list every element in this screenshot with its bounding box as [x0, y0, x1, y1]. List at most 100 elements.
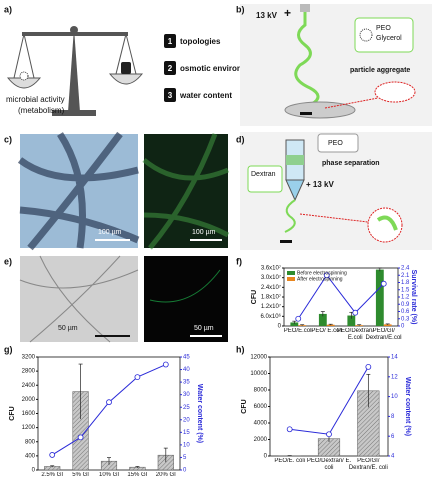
item: osmotic environment	[180, 64, 261, 73]
sign: +	[284, 6, 291, 20]
legend-label: Before electrospinning	[297, 270, 347, 276]
y-tick-label: 0	[264, 454, 268, 460]
panel-label: f)	[236, 256, 242, 266]
bar	[290, 322, 299, 326]
x-tick-label: 5% GI	[72, 472, 89, 478]
y-tick-label: 3.6x10⁷	[261, 265, 281, 272]
note: phase separation	[322, 160, 380, 167]
y2-axis-title: Water content (%)	[404, 377, 411, 436]
y2-axis-title: Water content (%)	[196, 384, 203, 443]
x-tick-label: PEO/GI/ Dextran/E. coli	[348, 458, 388, 471]
y-tick-label: 6.0x10⁶	[261, 313, 282, 320]
y2-tick-label: 0.3	[401, 316, 410, 322]
y2-tick-label: 12	[391, 374, 398, 380]
point	[134, 374, 141, 380]
panel-d: d) PEO phase separation Dextran + 13 kV	[236, 132, 432, 250]
x-tick-label: PEO/Dextran/ E.coli	[337, 328, 374, 341]
x-tick-label: 15% GI	[127, 472, 148, 478]
y2-tick-label: 15	[183, 430, 190, 436]
y2-tick-label: 0	[401, 324, 405, 330]
x-tick-label-box: PEO/GI/ Dextran/E. coli	[348, 458, 388, 471]
y2-tick-label: 14	[391, 355, 398, 361]
y-tick-label: 8000	[254, 388, 268, 394]
point	[352, 309, 359, 316]
x-tick-label-box: 2.5% GI	[41, 472, 63, 478]
y2-axis-title: Survival rate (%)	[410, 270, 417, 325]
y-tick-label: 1600	[22, 411, 36, 417]
y-axis-title: CFU	[241, 399, 248, 413]
point	[77, 434, 84, 441]
y2-tick-label: 30	[183, 392, 190, 398]
y-tick-label: 1.8x10⁷	[261, 294, 281, 301]
scale-bar-label: 50 µm	[58, 325, 78, 332]
y2-tick-label: 2.1	[401, 273, 410, 279]
panel-label: g)	[4, 344, 13, 354]
panel-label: h)	[236, 344, 245, 354]
y2-tick-label: 35	[183, 380, 190, 386]
item: water content	[179, 91, 232, 100]
point	[295, 315, 302, 322]
legend-swatch	[287, 271, 295, 275]
voltage: 13 kV	[256, 11, 278, 20]
panel-label: e)	[4, 256, 12, 266]
y-tick-label: 4000	[254, 421, 268, 427]
item-number: 1	[168, 37, 173, 46]
y2-tick-label: 45	[183, 355, 190, 361]
bar	[375, 269, 384, 326]
y2-tick-label: 0.6	[401, 309, 410, 315]
label: Dextran	[251, 171, 276, 178]
panel-label: a)	[4, 4, 12, 14]
scale-bar-label: 100 µm	[98, 229, 122, 236]
voltage: + 13 kV	[306, 180, 334, 189]
point	[380, 280, 387, 287]
x-tick-label-box: PEO/ E.coli	[311, 328, 343, 334]
y-tick-label: 2.4x10⁷	[261, 284, 281, 291]
bar	[326, 324, 335, 326]
scale-bar-label: 100 µm	[192, 229, 216, 236]
x-tick-label: 10% GI	[98, 472, 119, 478]
item: topologies	[180, 37, 221, 46]
x-tick-label-box: PEO/E. coli	[274, 458, 305, 464]
y-axis-title: CFU	[251, 290, 258, 304]
panel-label: d)	[236, 134, 245, 144]
y2-tick-label: 10	[183, 442, 190, 448]
y2-tick-label: 25	[183, 405, 190, 411]
x-tick-label: PEO/ E.coli	[311, 328, 343, 334]
label: PEO	[328, 140, 343, 147]
x-tick-label-box: PEO/E.coli	[284, 328, 313, 334]
point	[286, 426, 293, 433]
legend-label: After electrospinning	[297, 276, 343, 282]
note: particle aggregate	[350, 67, 410, 74]
x-tick-label-box: PEO/GI/ Dextran/E.coli	[366, 328, 403, 341]
y2-tick-label: 2.4	[401, 266, 410, 272]
box-text: Glycerol	[376, 35, 402, 42]
panel-label: b)	[236, 4, 245, 14]
x-tick-label-box: PEO/Dextran/ E. coli	[306, 458, 352, 471]
caption: microbial activity	[6, 95, 65, 104]
y-tick-label: 0	[32, 468, 36, 474]
y-tick-label: 3200	[22, 355, 36, 361]
y2-tick-label: 1.8	[401, 280, 410, 286]
y2-tick-label: 40	[183, 367, 190, 373]
y-tick-label: 400	[25, 453, 36, 459]
bar	[383, 324, 392, 326]
line	[289, 366, 369, 435]
x-tick-label: 20% GI	[155, 472, 176, 478]
y2-tick-label: 5	[183, 455, 187, 461]
y-tick-label: 2400	[22, 383, 36, 389]
x-tick-label-box: 10% GI	[98, 472, 119, 478]
y-axis-title: CFU	[9, 406, 16, 420]
x-tick-label-box: 20% GI	[155, 472, 176, 478]
plot-frame	[37, 356, 181, 471]
panel-b: b) 13 kV + PEO Glycerol particle aggrega…	[236, 4, 432, 126]
y-tick-label: 2000	[22, 397, 36, 403]
y2-tick-label: 10	[391, 394, 398, 400]
x-tick-label: PEO/Dextran/ E. coli	[306, 458, 352, 471]
y-tick-label: 2800	[22, 369, 36, 375]
y2-tick-label: 0.9	[401, 302, 410, 308]
panel-a: a) microbial activity (metabolism) 1 2 3…	[4, 4, 261, 116]
x-tick-label: PEO/E. coli	[274, 458, 305, 464]
y-tick-label: 1.2x10⁷	[261, 303, 281, 310]
bar	[347, 315, 356, 326]
